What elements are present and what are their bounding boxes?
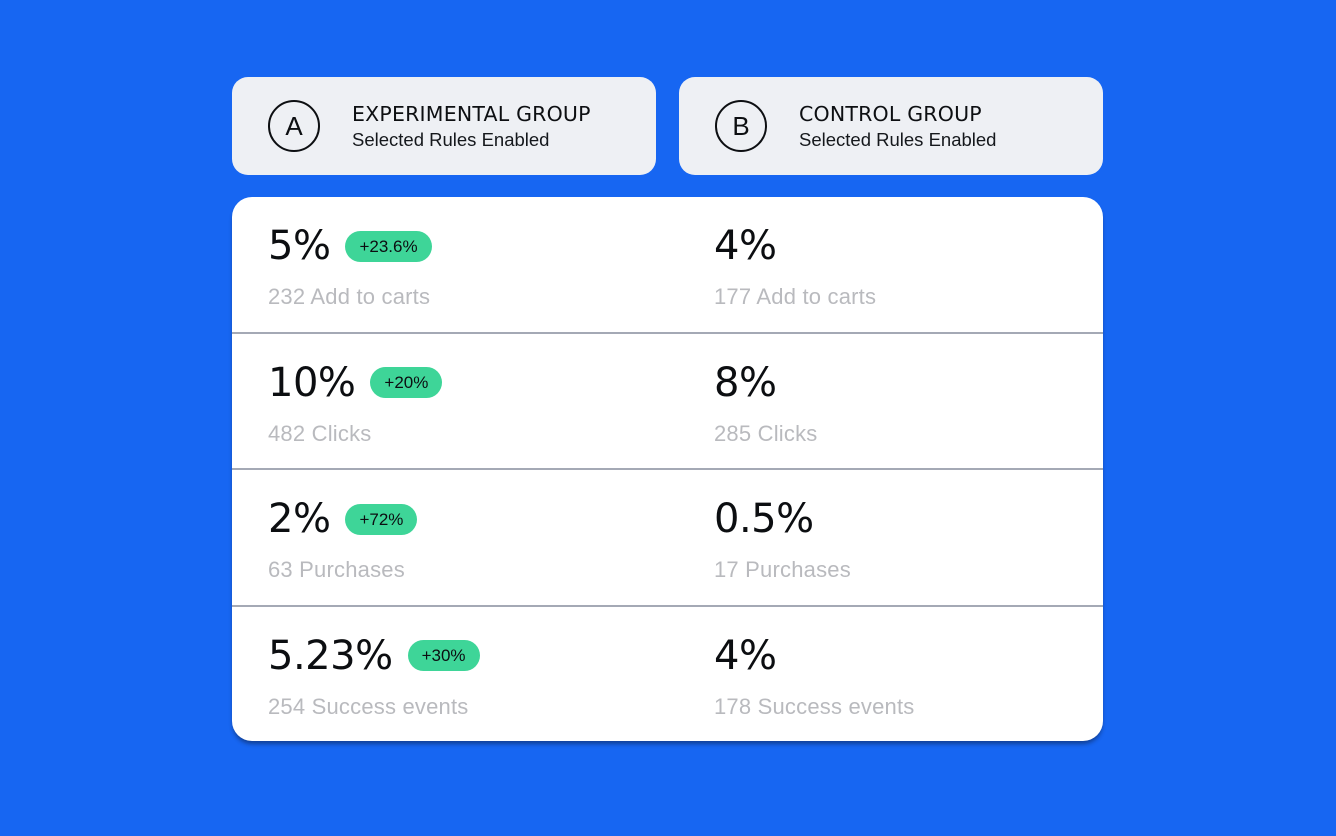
value-line: 0.5% — [714, 498, 1103, 540]
experimental-group-subtitle: Selected Rules Enabled — [352, 128, 550, 150]
value-line: 4% — [714, 635, 1103, 677]
value-line: 5% +23.6% — [268, 225, 678, 267]
experimental-clicks-delta-badge: +20% — [370, 367, 443, 398]
experimental-add-to-carts-rate: 5% — [268, 223, 331, 269]
group-a-badge: A — [268, 100, 320, 152]
control-purchases-cell: 0.5% 17 Purchases — [678, 470, 1103, 605]
metric-row-success-events: 5.23% +30% 254 Success events 4% 178 Suc… — [232, 604, 1103, 742]
experimental-purchases-delta-badge: +72% — [345, 503, 418, 535]
experimental-success-events-rate: 5.23% — [268, 632, 393, 679]
value-line: 5.23% +30% — [268, 635, 678, 677]
group-a-badge-letter: A — [285, 110, 303, 141]
ab-test-content: A EXPERIMENTAL GROUP Selected Rules Enab… — [232, 77, 1103, 741]
control-add-to-carts-cell: 4% 177 Add to carts — [678, 197, 1103, 332]
group-b-badge-letter: B — [732, 110, 750, 141]
group-headers: A EXPERIMENTAL GROUP Selected Rules Enab… — [232, 77, 1103, 175]
value-line: 4% — [714, 225, 1103, 267]
control-clicks-cell: 8% 285 Clicks — [678, 334, 1103, 469]
metric-row-add-to-carts: 5% +23.6% 232 Add to carts 4% 177 Add to… — [232, 197, 1103, 332]
experimental-add-to-carts-label: 232 Add to carts — [268, 284, 431, 309]
metrics-card: 5% +23.6% 232 Add to carts 4% 177 Add to… — [232, 197, 1103, 741]
control-clicks-label: 285 Clicks — [714, 420, 818, 446]
value-line: 2% +72% — [268, 498, 678, 540]
experimental-success-events-cell: 5.23% +30% 254 Success events — [232, 607, 678, 742]
metric-row-clicks: 10% +20% 482 Clicks 8% 285 Clicks — [232, 331, 1103, 469]
experimental-success-events-delta-badge: +30% — [407, 640, 480, 671]
control-add-to-carts-rate: 4% — [714, 223, 777, 269]
control-clicks-rate: 8% — [714, 359, 777, 406]
experimental-clicks-cell: 10% +20% 482 Clicks — [232, 334, 678, 469]
control-group-subtitle: Selected Rules Enabled — [799, 128, 997, 150]
control-group-card[interactable]: B CONTROL GROUP Selected Rules Enabled — [679, 77, 1103, 175]
group-b-badge: B — [715, 100, 767, 152]
experimental-group-card[interactable]: A EXPERIMENTAL GROUP Selected Rules Enab… — [232, 77, 656, 175]
control-success-events-cell: 4% 178 Success events — [678, 607, 1103, 742]
experimental-purchases-label: 63 Purchases — [268, 557, 405, 582]
experimental-purchases-rate: 2% — [268, 496, 331, 542]
metric-row-purchases: 2% +72% 63 Purchases 0.5% 17 Purchases — [232, 468, 1103, 605]
control-group-text: CONTROL GROUP Selected Rules Enabled — [799, 102, 996, 151]
control-success-events-rate: 4% — [714, 632, 777, 679]
control-group-title: CONTROL GROUP — [799, 101, 982, 126]
control-purchases-rate: 0.5% — [714, 496, 814, 542]
experimental-purchases-cell: 2% +72% 63 Purchases — [232, 470, 678, 605]
experimental-success-events-label: 254 Success events — [268, 693, 469, 719]
experimental-add-to-carts-delta-badge: +23.6% — [345, 230, 432, 262]
experimental-add-to-carts-cell: 5% +23.6% 232 Add to carts — [232, 197, 678, 332]
experimental-group-text: EXPERIMENTAL GROUP Selected Rules Enable… — [352, 102, 591, 151]
value-line: 10% +20% — [268, 362, 678, 404]
control-add-to-carts-label: 177 Add to carts — [714, 284, 877, 309]
experimental-group-title: EXPERIMENTAL GROUP — [352, 101, 591, 126]
experimental-clicks-rate: 10% — [268, 359, 356, 406]
value-line: 8% — [714, 362, 1103, 404]
control-success-events-label: 178 Success events — [714, 693, 915, 719]
control-purchases-label: 17 Purchases — [714, 557, 851, 582]
experimental-clicks-label: 482 Clicks — [268, 420, 372, 446]
